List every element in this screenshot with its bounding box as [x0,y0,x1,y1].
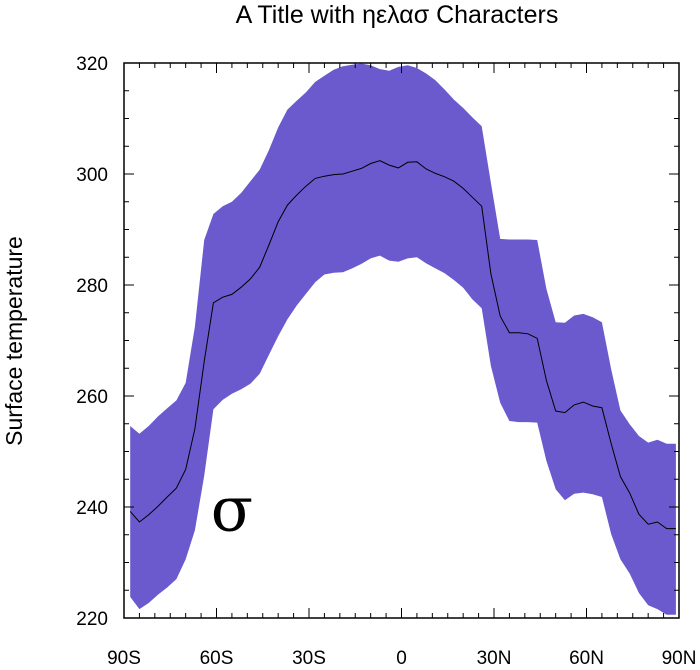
x-tick-label: 60N [569,648,604,669]
mean-temperature-line [129,160,676,530]
y-axis-label: Surface temperature [1,236,27,446]
plot-area [123,62,680,619]
x-tick-label: 0 [396,648,407,669]
temperature-range-band [130,63,676,615]
x-tick-label: 30S [292,648,326,669]
y-axis-ticks: 220 240 260 280 300 320 [76,54,679,630]
chart-title: A Title with ηελασ Characters [236,1,559,29]
x-axis-ticks: 90S 60S 30S 0 30N 60N 90N [107,63,696,669]
x-tick-label: 90N [662,648,697,669]
y-tick-label: 320 [76,54,108,75]
y-tick-label: 220 [76,609,108,630]
y-tick-label: 300 [76,165,108,186]
x-tick-label: 30N [477,648,512,669]
x-tick-label: 60S [200,648,234,669]
y-tick-label: 280 [76,276,108,297]
sigma-annotation: σ [211,473,253,546]
x-tick-label: 90S [107,648,141,669]
y-tick-label: 240 [76,498,108,519]
y-tick-label: 260 [76,387,108,408]
